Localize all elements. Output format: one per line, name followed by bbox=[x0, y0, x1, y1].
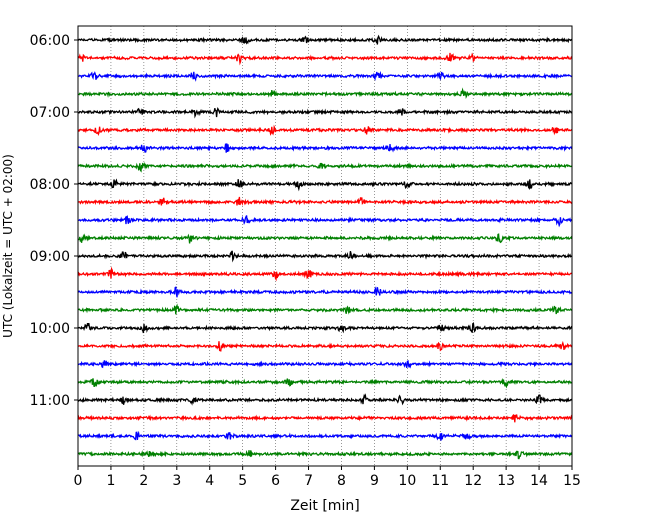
x-tick-label-5: 5 bbox=[238, 473, 247, 489]
trace-07-45 bbox=[77, 161, 573, 173]
trace-07-30 bbox=[77, 143, 573, 153]
y-tick-label-10:00: 10:00 bbox=[30, 321, 70, 337]
trace-11-00 bbox=[77, 393, 573, 406]
trace-07-00 bbox=[77, 106, 572, 119]
grid-lines bbox=[110, 26, 540, 466]
trace-08-30 bbox=[77, 215, 573, 228]
y-tick-label-07:00: 07:00 bbox=[30, 105, 70, 121]
x-tick-label-15: 15 bbox=[563, 473, 581, 489]
x-tick-label-12: 12 bbox=[464, 473, 482, 489]
y-tick-label-11:00: 11:00 bbox=[30, 393, 70, 409]
x-tick-label-4: 4 bbox=[205, 473, 214, 489]
trace-08-00 bbox=[77, 178, 573, 192]
y-tick-label-06:00: 06:00 bbox=[30, 33, 70, 49]
x-tick-label-7: 7 bbox=[304, 473, 313, 489]
x-tick-label-1: 1 bbox=[106, 473, 115, 489]
trace-06-45 bbox=[77, 87, 572, 99]
trace-06-00 bbox=[77, 34, 573, 45]
x-tick-label-0: 0 bbox=[74, 473, 83, 489]
trace-08-45 bbox=[77, 233, 573, 244]
trace-10-00 bbox=[77, 322, 573, 334]
y-tick-label-08:00: 08:00 bbox=[30, 177, 70, 193]
x-tick-label-3: 3 bbox=[172, 473, 181, 489]
y-tick-label-09:00: 09:00 bbox=[30, 249, 70, 265]
x-tick-label-9: 9 bbox=[370, 473, 379, 489]
trace-08-15 bbox=[77, 196, 573, 206]
trace-09-30 bbox=[77, 286, 573, 298]
y-axis-label: UTC (Lokalzeit = UTC + 02:00) bbox=[1, 154, 15, 338]
x-tick-label-14: 14 bbox=[530, 473, 548, 489]
trace-10-15 bbox=[77, 340, 573, 352]
seismic-traces bbox=[77, 34, 573, 460]
x-tick-label-6: 6 bbox=[271, 473, 280, 489]
trace-06-15 bbox=[77, 52, 573, 66]
x-tick-label-8: 8 bbox=[337, 473, 346, 489]
x-tick-label-11: 11 bbox=[431, 473, 449, 489]
trace-11-45 bbox=[77, 449, 573, 460]
trace-11-15 bbox=[77, 413, 573, 423]
trace-10-30 bbox=[77, 359, 573, 369]
trace-11-30 bbox=[77, 430, 573, 441]
trace-09-15 bbox=[77, 266, 573, 282]
trace-10-45 bbox=[77, 377, 573, 389]
trace-06-30 bbox=[77, 70, 573, 82]
x-tick-label-13: 13 bbox=[497, 473, 515, 489]
x-axis-label: Zeit [min] bbox=[290, 498, 359, 514]
x-tick-label-2: 2 bbox=[139, 473, 148, 489]
x-tick-label-10: 10 bbox=[398, 473, 416, 489]
axis-ticks: 0 1 2 3 4 5 6 7 8 9 10 11 12 13 14 1506:0007:0008:0009:… bbox=[30, 33, 581, 489]
trace-09-00 bbox=[77, 250, 573, 263]
trace-07-15 bbox=[77, 124, 573, 136]
plot-frame bbox=[77, 25, 573, 467]
trace-09-45 bbox=[77, 303, 573, 315]
